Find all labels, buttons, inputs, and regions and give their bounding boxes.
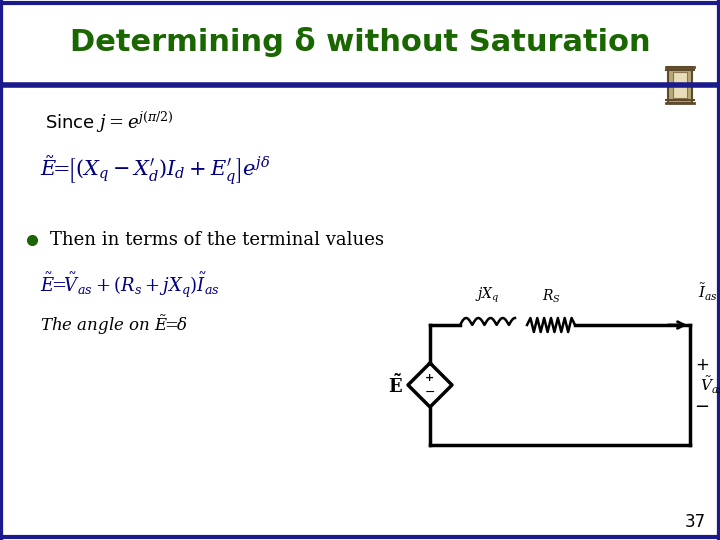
Text: $\tilde{V}_{as}$: $\tilde{V}_{as}$ <box>700 374 720 395</box>
Text: $\tilde{I}_{as}$: $\tilde{I}_{as}$ <box>698 282 718 303</box>
Bar <box>673 72 687 98</box>
Text: $\mathbf{\tilde{E}}$: $\mathbf{\tilde{E}}$ <box>387 373 402 396</box>
Text: 37: 37 <box>685 513 706 531</box>
Bar <box>668 67 692 103</box>
Text: Determining δ without Saturation: Determining δ without Saturation <box>70 27 650 57</box>
Text: +: + <box>695 356 709 374</box>
Text: $\mathit{The\ angle\ on}\ \tilde{E}\!\!=\!\!\delta$: $\mathit{The\ angle\ on}\ \tilde{E}\!\!=… <box>40 313 188 337</box>
Text: +: + <box>426 373 435 383</box>
Text: $\tilde{E}\!\!=\!\!\left[\left(X_q - X^{\prime}_d\right)I_d + E^{\prime}_q\right: $\tilde{E}\!\!=\!\!\left[\left(X_q - X^{… <box>40 153 271 187</box>
Text: Then in terms of the terminal values: Then in terms of the terminal values <box>50 231 384 249</box>
Text: $jX_q$: $jX_q$ <box>475 286 500 305</box>
Text: Since $j = e^{j(\pi/2)}$: Since $j = e^{j(\pi/2)}$ <box>45 109 174 135</box>
Text: $\tilde{E}\!\!=\!\!\tilde{V}_{as} + (R_s + jX_q)\tilde{I}_{as}$: $\tilde{E}\!\!=\!\!\tilde{V}_{as} + (R_s… <box>40 271 220 300</box>
Text: −: − <box>694 398 710 416</box>
Text: −: − <box>425 386 436 399</box>
Text: $R_S$: $R_S$ <box>541 288 560 305</box>
